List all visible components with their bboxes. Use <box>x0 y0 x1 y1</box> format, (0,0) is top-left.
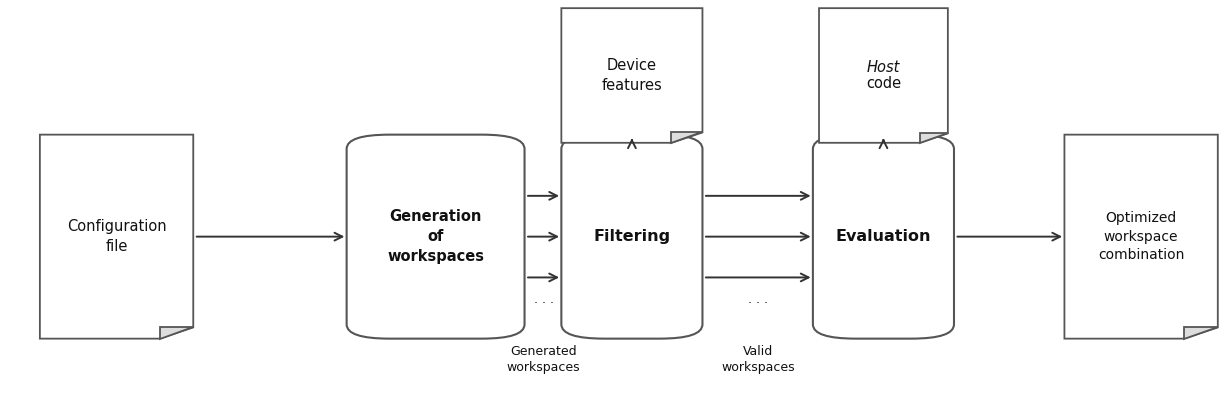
Text: Optimized
workspace
combination: Optimized workspace combination <box>1098 211 1184 262</box>
Text: Generation
of
workspaces: Generation of workspaces <box>387 209 485 264</box>
Text: . . .: . . . <box>748 293 768 306</box>
Polygon shape <box>39 135 194 339</box>
Polygon shape <box>1184 327 1217 339</box>
Polygon shape <box>818 8 947 143</box>
Polygon shape <box>1065 135 1217 339</box>
Text: . . .: . . . <box>534 293 553 306</box>
Text: Evaluation: Evaluation <box>836 229 931 244</box>
Text: Configuration
file: Configuration file <box>66 219 167 254</box>
FancyBboxPatch shape <box>346 135 525 339</box>
Text: Host: Host <box>866 60 901 75</box>
Text: Valid
workspaces: Valid workspaces <box>721 345 795 374</box>
FancyBboxPatch shape <box>812 135 955 339</box>
Polygon shape <box>160 327 194 339</box>
Text: Generated
workspaces: Generated workspaces <box>507 345 580 374</box>
Polygon shape <box>562 8 702 143</box>
Text: code: code <box>866 76 901 91</box>
Polygon shape <box>671 133 702 143</box>
Text: Filtering: Filtering <box>594 229 670 244</box>
Polygon shape <box>919 133 947 143</box>
Text: Device
features: Device features <box>601 58 663 93</box>
FancyBboxPatch shape <box>562 135 702 339</box>
